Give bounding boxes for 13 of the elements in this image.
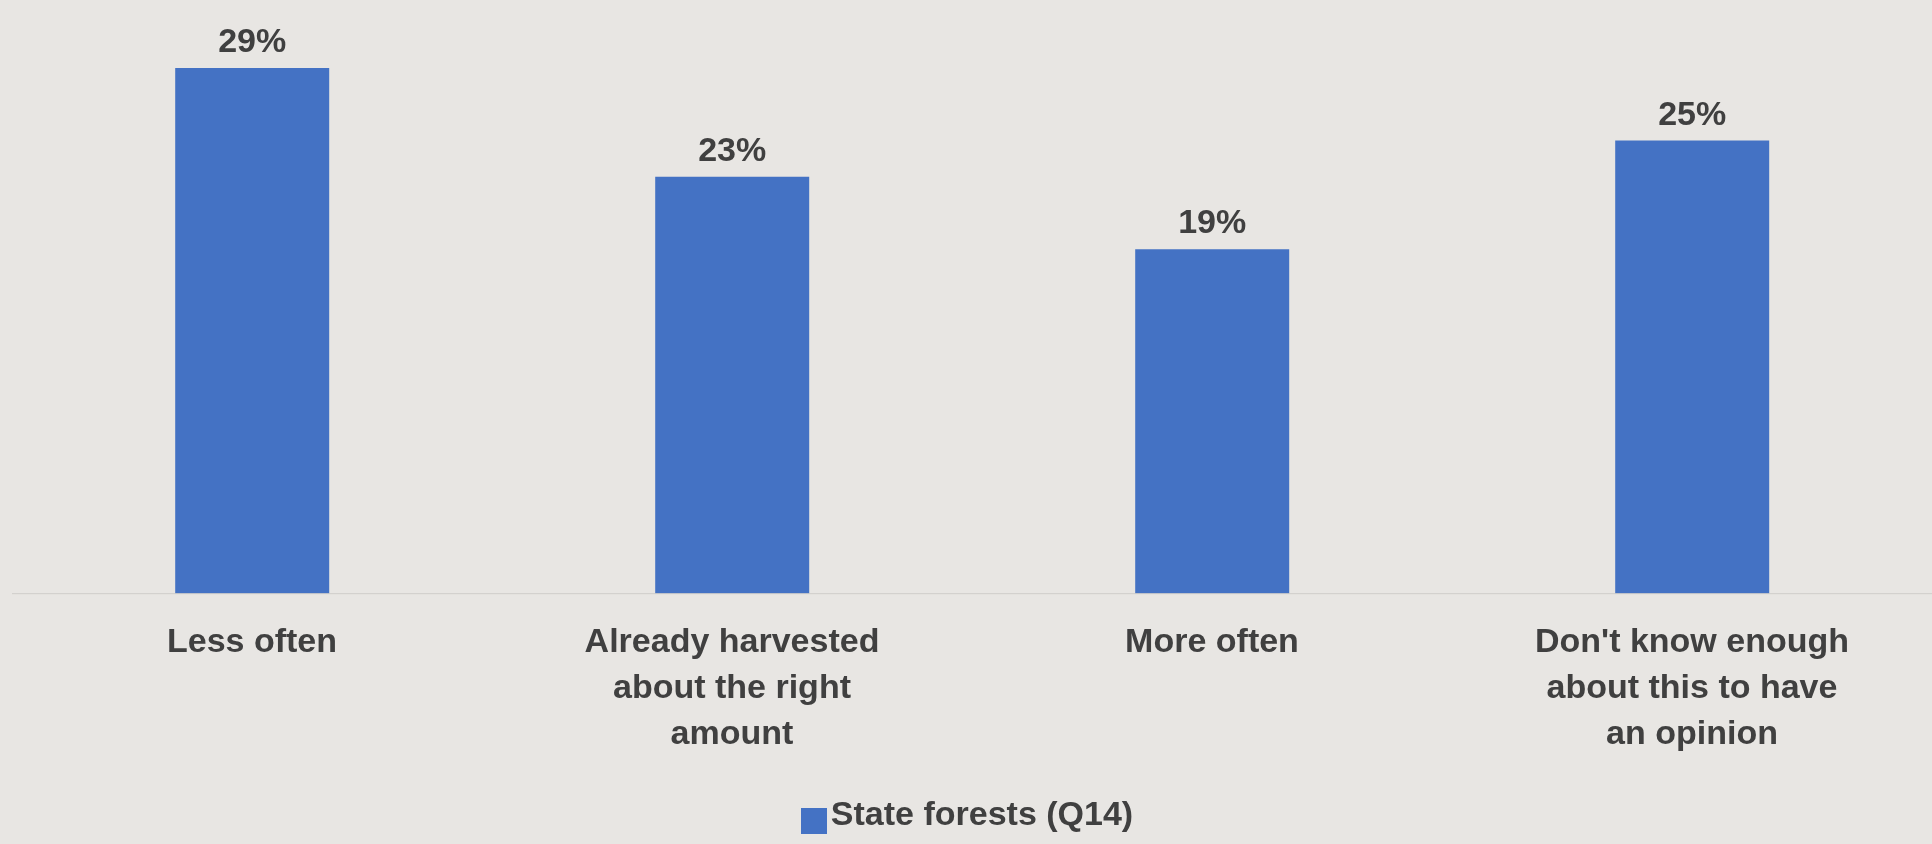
legend-label: State forests (Q14) bbox=[830, 793, 1134, 832]
bar bbox=[1615, 140, 1770, 594]
x-tick-label: Less often bbox=[166, 620, 338, 659]
x-tick-label: Don't know enough about this to have an opinion bbox=[1534, 620, 1850, 751]
x-tick-label: Already harvested about the right amount bbox=[584, 620, 880, 751]
data-label: 29% bbox=[218, 21, 287, 59]
bar bbox=[175, 68, 330, 594]
bar bbox=[1135, 249, 1290, 594]
bar bbox=[655, 176, 810, 594]
data-label: 23% bbox=[698, 129, 767, 168]
data-label: 19% bbox=[1178, 202, 1247, 241]
data-label: 25% bbox=[1658, 93, 1727, 132]
x-tick-label: More often bbox=[1125, 620, 1299, 659]
